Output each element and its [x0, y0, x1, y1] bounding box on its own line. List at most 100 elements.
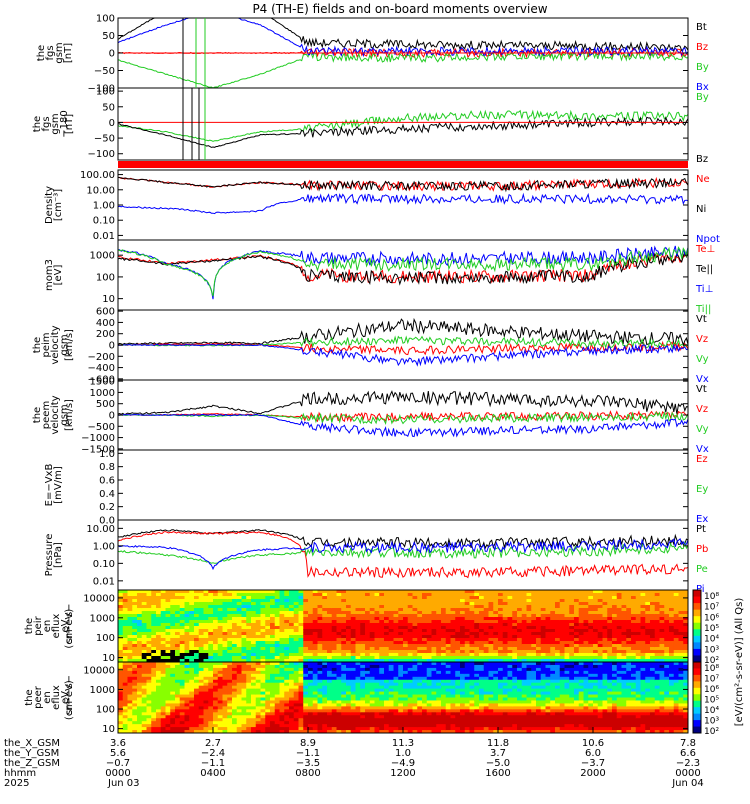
spectrogram-cell — [303, 629, 308, 633]
spectrogram-cell — [299, 724, 304, 727]
spectrogram-cell — [365, 680, 370, 683]
spectrogram-cell — [527, 614, 532, 618]
spectrogram-cell — [294, 712, 299, 715]
spectrogram-cell — [170, 605, 175, 609]
series-Pe-line — [118, 543, 688, 564]
spectrogram-cell — [123, 671, 128, 674]
spectrogram-cell — [389, 635, 394, 639]
spectrogram-cell — [261, 700, 266, 703]
spectrogram-cell — [470, 662, 475, 665]
spectrogram-cell — [441, 706, 446, 709]
spectrogram-cell — [422, 626, 427, 630]
spectrogram-cell — [527, 638, 532, 642]
spectrogram-cell — [356, 623, 361, 627]
spectrogram-cell — [332, 599, 337, 603]
spectrogram-cell — [346, 647, 351, 651]
spectrogram-cell — [351, 683, 356, 686]
spectrogram-cell — [432, 695, 437, 698]
spectrogram-cell — [417, 727, 422, 730]
spectrogram-cell — [379, 700, 384, 703]
spectrogram-cell — [536, 620, 541, 624]
y-tick-label: 100 — [96, 87, 115, 98]
spectrogram-cell — [289, 662, 294, 665]
spectrogram-cell — [251, 617, 256, 621]
spectrogram-cell — [232, 677, 237, 680]
spectrogram-cell — [413, 620, 418, 624]
spectrogram-cell — [346, 632, 351, 636]
spectrogram-cell — [607, 593, 612, 597]
spectrogram-cell — [493, 599, 498, 603]
spectrogram-cell — [294, 721, 299, 724]
spectrogram-cell — [299, 718, 304, 721]
spectrogram-cell — [403, 647, 408, 651]
spectrogram-cell — [417, 703, 422, 706]
spectrogram-cell — [147, 650, 152, 654]
spectrogram-cell — [265, 620, 270, 624]
spectrogram-cell — [218, 703, 223, 706]
spectrogram-cell — [470, 695, 475, 698]
spectrogram-cell — [318, 689, 323, 692]
spectrogram-cell — [455, 623, 460, 627]
spectrogram-cell — [626, 596, 631, 600]
spectrogram-cell — [612, 647, 617, 651]
spectrogram-cell — [151, 724, 156, 727]
spectrogram-cell — [161, 596, 166, 600]
spectrogram-cell — [417, 617, 422, 621]
spectrogram-cell — [436, 605, 441, 609]
spectrogram-cell — [465, 620, 470, 624]
spectrogram-cell — [560, 599, 565, 603]
spectrogram-cell — [118, 683, 123, 686]
spectrogram-cell — [379, 662, 384, 665]
spectrogram-cell — [185, 629, 190, 633]
spectrogram-cell — [175, 674, 180, 677]
spectrogram-cell — [242, 608, 247, 612]
spectrogram-cell — [346, 683, 351, 686]
spectrogram-cell — [242, 647, 247, 651]
spectrogram-cell — [313, 596, 318, 600]
spectrogram-cell — [270, 635, 275, 639]
spectrogram-cell — [417, 647, 422, 651]
spectrogram-cell — [417, 674, 422, 677]
spectrogram-cell — [199, 689, 204, 692]
spectrogram-cell — [194, 724, 199, 727]
spectrogram-cell — [441, 650, 446, 654]
spectrogram-cell — [270, 623, 275, 627]
spectrogram-cell — [669, 647, 674, 651]
spectrogram-cell — [550, 656, 555, 660]
spectrogram-cell — [465, 605, 470, 609]
spectrogram-cell — [498, 647, 503, 651]
spectrogram-cell — [413, 662, 418, 665]
spectrogram-cell — [123, 635, 128, 639]
spectrogram-cell — [560, 608, 565, 612]
spectrogram-cell — [541, 644, 546, 648]
spectrogram-cell — [151, 596, 156, 600]
spectrogram-cell — [636, 599, 641, 603]
spectrogram-cell — [517, 614, 522, 618]
spectrogram-cell — [484, 629, 489, 633]
spectrogram-cell — [636, 656, 641, 660]
spectrogram-cell — [128, 695, 133, 698]
spectrogram-cell — [308, 709, 313, 712]
spectrogram-cell — [147, 671, 152, 674]
spectrogram-cell — [441, 590, 446, 594]
spectrogram-cell — [284, 617, 289, 621]
spectrogram-cell — [194, 677, 199, 680]
spectrogram-cell — [470, 608, 475, 612]
spectrogram-cell — [398, 653, 403, 657]
spectrogram-cell — [664, 623, 669, 627]
spectrogram-cell — [626, 590, 631, 594]
spectrogram-cell — [199, 709, 204, 712]
spectrogram-cell — [413, 638, 418, 642]
spectrogram-cell — [132, 632, 137, 636]
spectrogram-cell — [318, 641, 323, 645]
spectrogram-cell — [256, 718, 261, 721]
spectrogram-cell — [246, 623, 251, 627]
spectrogram-cell — [365, 674, 370, 677]
spectrogram-cell — [180, 703, 185, 706]
spectrogram-cell — [569, 590, 574, 594]
spectrogram-cell — [360, 614, 365, 618]
spectrogram-cell — [565, 602, 570, 606]
spectrogram-cell — [679, 593, 684, 597]
y-tick-label: 1.0 — [99, 449, 115, 460]
spectrogram-cell — [280, 647, 285, 651]
